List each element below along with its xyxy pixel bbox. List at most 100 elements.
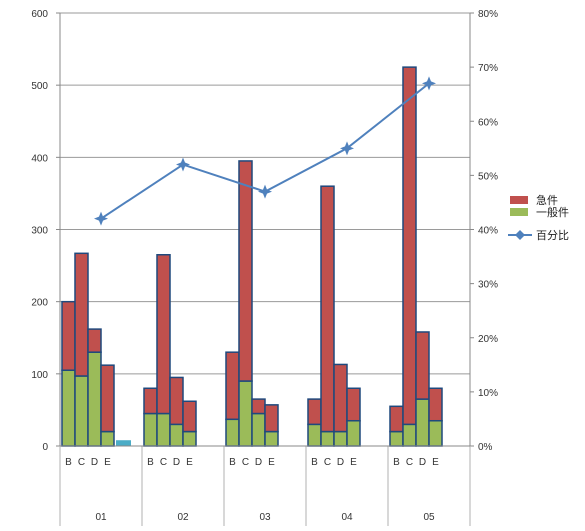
- bar-segment-urgent: [333, 363, 348, 433]
- y2-tick-label: 40%: [478, 226, 498, 237]
- extra-bar: [116, 440, 131, 446]
- bar-segment-urgent: [143, 387, 158, 415]
- y-tick-label: 500: [31, 81, 48, 92]
- group-label: 05: [423, 512, 435, 523]
- legend-swatch-urgent: [510, 196, 528, 204]
- group-label: 02: [177, 512, 189, 523]
- subcategory-label: B: [229, 457, 236, 468]
- bar-segment-urgent: [61, 300, 76, 371]
- subcategory-label: E: [350, 457, 357, 468]
- bars: [61, 66, 443, 447]
- bar-segment-urgent: [225, 351, 240, 421]
- bar-segment-urgent: [428, 387, 443, 422]
- bar-segment-urgent: [415, 331, 430, 400]
- bar-segment-regular: [225, 418, 240, 447]
- bar-segment-urgent: [320, 185, 335, 433]
- bar-segment-regular: [389, 430, 404, 447]
- gridlines: [60, 12, 470, 375]
- bar-segment-urgent: [307, 398, 322, 426]
- subcategory-label: B: [311, 457, 318, 468]
- y-tick-label: 600: [31, 9, 48, 20]
- bar-segment-regular: [415, 398, 430, 447]
- legend-label-regular: 一般件: [536, 206, 569, 219]
- subcategory-label: D: [337, 457, 344, 468]
- bar-segment-regular: [428, 419, 443, 447]
- bar-segment-urgent: [264, 404, 279, 433]
- subcategory-label: E: [104, 457, 111, 468]
- bar-segment-regular: [87, 351, 102, 447]
- y2-tick-label: 50%: [478, 171, 498, 182]
- bar-segment-urgent: [238, 160, 253, 382]
- subcategory-label: D: [419, 457, 426, 468]
- group-label: 04: [341, 512, 353, 523]
- bar-segment-regular: [251, 412, 266, 447]
- subcategory-label: D: [255, 457, 262, 468]
- bar-segment-regular: [156, 412, 171, 447]
- bar-segment-urgent: [389, 405, 404, 433]
- y-tick-label: 300: [31, 226, 48, 237]
- subcategory-label: C: [324, 457, 331, 468]
- bar-segment-urgent: [346, 387, 361, 422]
- bar-segment-urgent: [402, 66, 417, 426]
- subcategory-label: C: [406, 457, 413, 468]
- bar-segment-regular: [402, 423, 417, 447]
- percent-point: [340, 141, 354, 156]
- subcategory-label: D: [173, 457, 180, 468]
- y2-tick-label: 70%: [478, 63, 498, 74]
- y2-tick-label: 60%: [478, 117, 498, 128]
- bar-segment-urgent: [100, 364, 115, 433]
- y2-tick-label: 20%: [478, 334, 498, 345]
- y2-tick-label: 0%: [478, 442, 493, 453]
- bar-segment-urgent: [182, 400, 197, 433]
- bar-segment-regular: [143, 412, 158, 447]
- bar-segment-urgent: [169, 376, 184, 426]
- y2-tick-label: 10%: [478, 388, 498, 399]
- legend-swatch-regular: [510, 208, 528, 216]
- subcategory-label: B: [65, 457, 72, 468]
- bar-segment-regular: [307, 423, 322, 447]
- y2-tick-label: 30%: [478, 280, 498, 291]
- subcategory-label: D: [91, 457, 98, 468]
- legend-label-urgent: 急件: [536, 193, 558, 207]
- bar-segment-regular: [238, 380, 253, 447]
- group-label: 01: [95, 512, 107, 523]
- subcategory-label: C: [242, 457, 249, 468]
- bar-segment-urgent: [251, 398, 266, 415]
- y-tick-label: 100: [31, 370, 48, 381]
- group-label: 03: [259, 512, 271, 523]
- subcategory-label: C: [160, 457, 167, 468]
- subcategory-label: E: [432, 457, 439, 468]
- bar-segment-regular: [169, 423, 184, 447]
- bar-segment-regular: [320, 430, 335, 447]
- y-tick-label: 0: [42, 442, 48, 453]
- bar-segment-regular: [74, 375, 89, 447]
- y2-tick-label: 80%: [478, 9, 498, 20]
- bar-segment-regular: [182, 430, 197, 447]
- y-tick-label: 200: [31, 298, 48, 309]
- y-tick-label: 400: [31, 153, 48, 164]
- bar-segment-regular: [61, 369, 76, 447]
- percent-point: [94, 211, 108, 226]
- percent-point: [176, 157, 190, 172]
- percent-line: [94, 76, 436, 226]
- bar-segment-urgent: [74, 252, 89, 377]
- percent-point: [258, 184, 272, 199]
- legend-label-percent: 百分比: [536, 229, 569, 242]
- subcategory-label: B: [393, 457, 400, 468]
- subcategory-label: C: [78, 457, 85, 468]
- subcategory-label: E: [268, 457, 275, 468]
- subcategory-label: B: [147, 457, 154, 468]
- subcategory-label: E: [186, 457, 193, 468]
- percent-point: [422, 76, 436, 91]
- axes: 0 100 200 300 400 500 600 0% 10% 20% 30% 40% 50% 60% 7…: [31, 9, 498, 526]
- bar-segment-urgent: [156, 254, 171, 415]
- bar-segment-regular: [100, 430, 115, 447]
- bar-segment-regular: [346, 419, 361, 447]
- bar-segment-regular: [333, 430, 348, 447]
- bar-segment-regular: [264, 430, 279, 447]
- legend-marker-percent: [515, 230, 525, 240]
- bar-segment-urgent: [87, 328, 102, 353]
